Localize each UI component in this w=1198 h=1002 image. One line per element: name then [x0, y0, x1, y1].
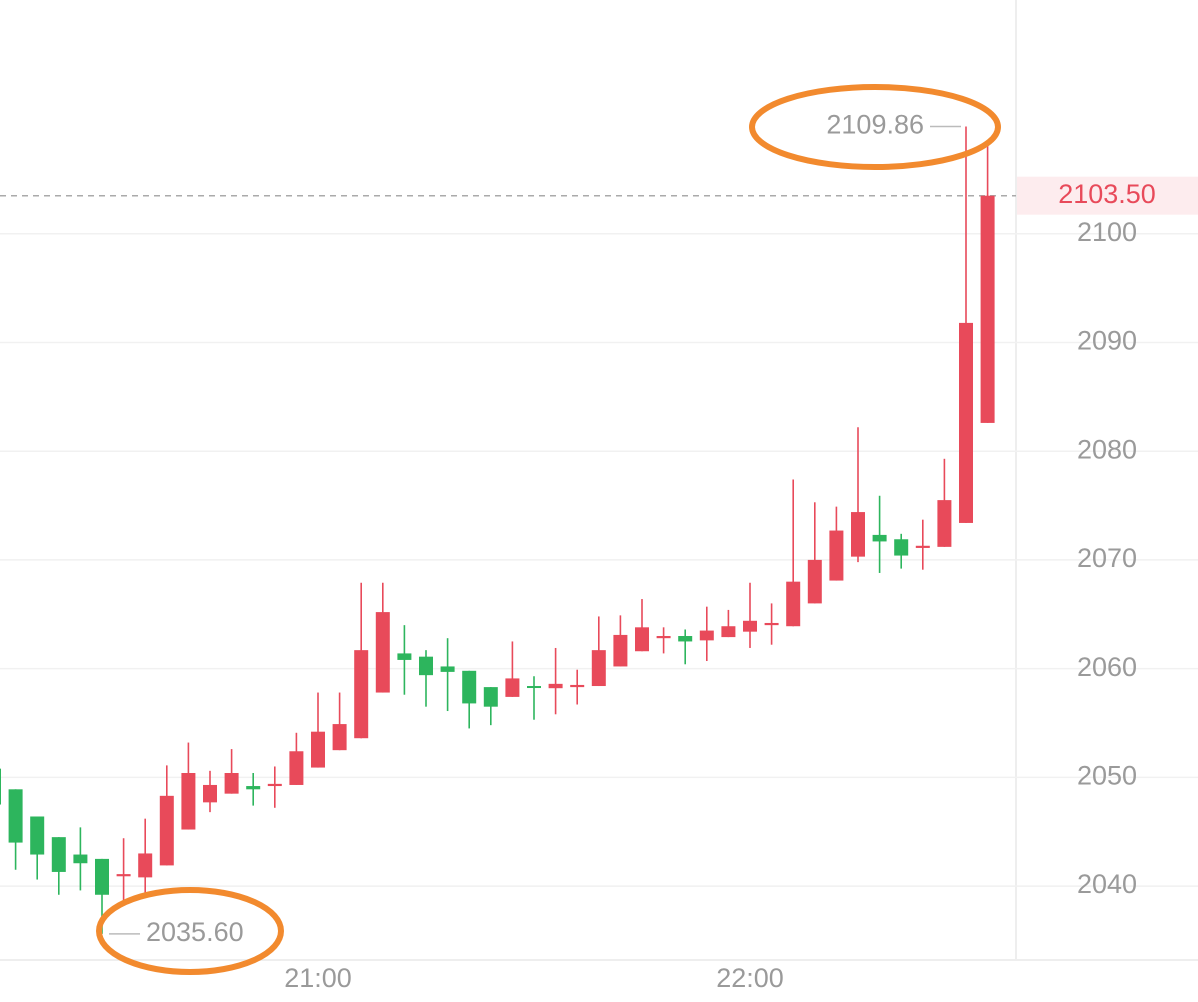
candle-body — [786, 581, 801, 627]
candle-body — [829, 530, 844, 581]
candle-body — [332, 724, 347, 751]
candle-body — [246, 786, 261, 790]
candle-body — [505, 678, 520, 697]
candle-body — [51, 837, 66, 872]
candle-body — [872, 534, 887, 542]
candle-body — [0, 768, 1, 805]
y-tick-label: 2050 — [1077, 760, 1137, 790]
candle-body — [656, 636, 671, 639]
candle-body — [224, 773, 239, 794]
y-tick-label: 2040 — [1077, 869, 1137, 899]
candle-body — [570, 684, 585, 688]
highlight-ellipse — [749, 84, 1001, 170]
candle-body — [267, 783, 282, 787]
candle-body — [138, 853, 153, 878]
candle-body — [375, 612, 390, 693]
candle-body — [8, 789, 23, 843]
candle-body — [73, 854, 88, 864]
candle-body — [678, 636, 693, 642]
candle-body — [915, 545, 930, 548]
candle-body — [613, 634, 628, 667]
candle-body — [764, 622, 779, 626]
candle-body — [462, 670, 477, 704]
last-price-badge — [1017, 176, 1198, 215]
candle-body — [181, 773, 196, 830]
candle-body — [203, 784, 217, 803]
candle-body — [311, 731, 325, 768]
candle-body — [116, 874, 131, 877]
candle-body — [397, 653, 412, 660]
candle-body — [527, 686, 541, 689]
plot: 2040 2050 2060 2070 2080 2090 2100 21:00 22:00 21… — [0, 110, 1198, 993]
y-tick-label: 2070 — [1077, 543, 1137, 573]
candle-body — [721, 626, 736, 638]
highlight-ellipse — [96, 887, 284, 975]
y-tick-label: 2090 — [1077, 326, 1137, 356]
candle-body — [591, 650, 606, 687]
candle-body — [30, 816, 45, 855]
annotation-label: 2035.60 — [146, 917, 244, 947]
candle-body — [635, 627, 649, 652]
candle-body — [159, 795, 174, 866]
candle-body — [937, 500, 952, 547]
y-tick-label: 2100 — [1077, 217, 1137, 247]
candle-body — [440, 666, 455, 672]
x-tick-label: 22:00 — [716, 963, 784, 993]
candle-body — [699, 630, 714, 641]
candle-body — [354, 650, 369, 739]
candle-body — [980, 195, 995, 423]
candle-body — [548, 683, 563, 689]
candle-body — [894, 539, 909, 556]
candle-body — [851, 512, 865, 557]
y-tick-label: 2080 — [1077, 434, 1137, 464]
candle-body — [419, 656, 433, 676]
candle-body — [483, 687, 498, 707]
y-tick-label: 2060 — [1077, 652, 1137, 682]
candle-body — [959, 322, 973, 523]
candle-body — [807, 559, 822, 604]
candle-body — [95, 858, 109, 895]
candle-body — [743, 620, 757, 632]
x-tick-label: 21:00 — [284, 963, 352, 993]
last-price-label: 2103.50 — [1058, 179, 1156, 209]
annotation-label: 2109.86 — [826, 110, 924, 140]
candle-body — [289, 751, 304, 785]
